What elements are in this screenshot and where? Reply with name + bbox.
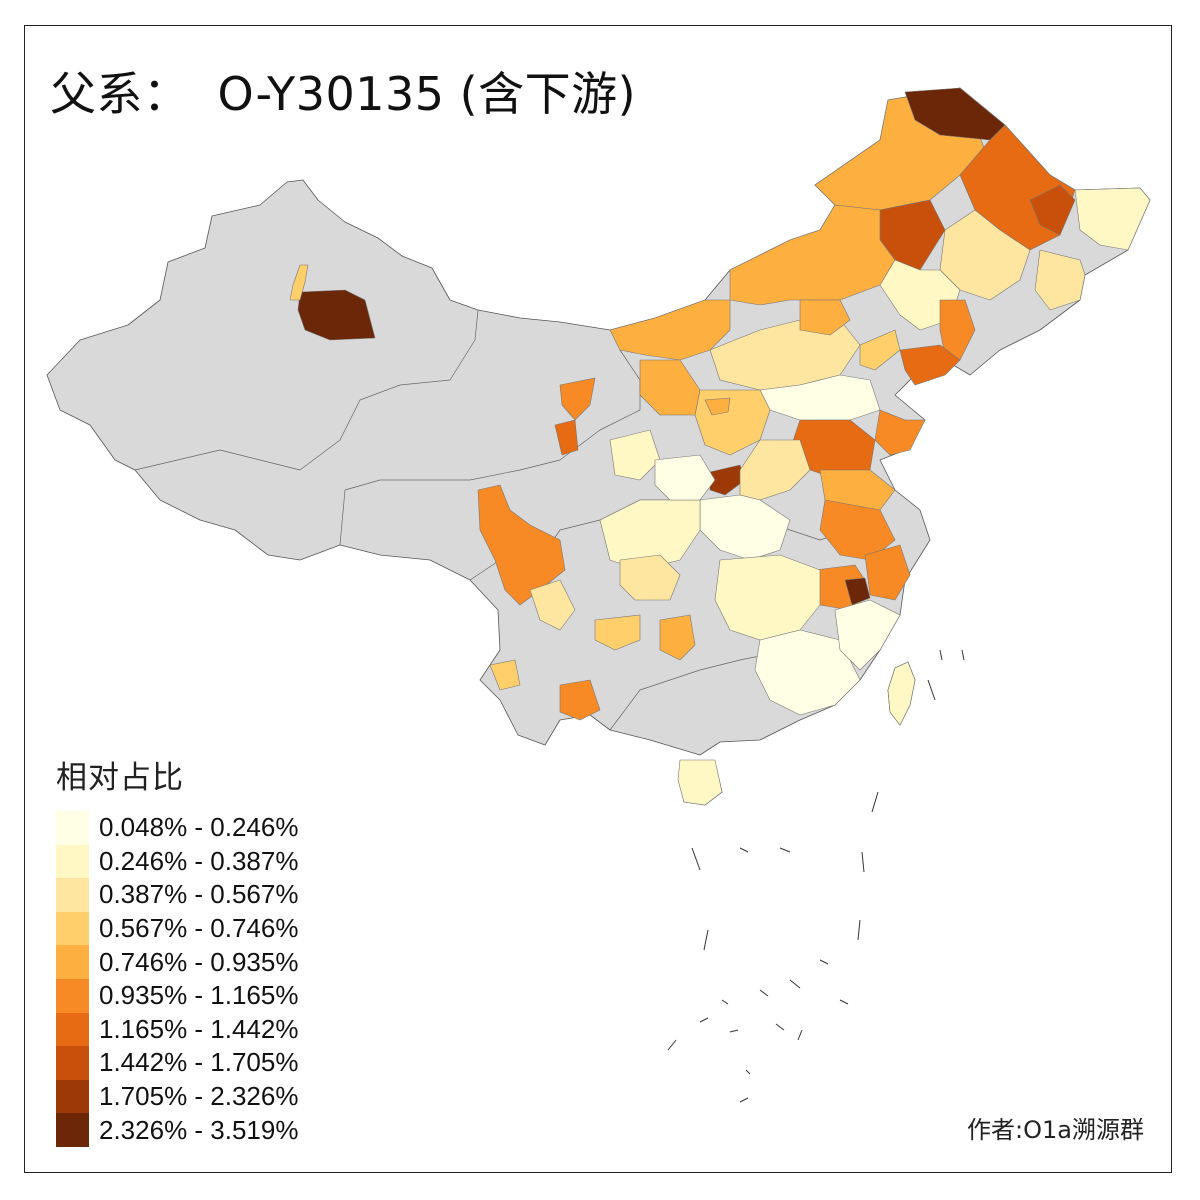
region-shape: [899, 344, 961, 386]
legend-item: 0.935% - 1.165%: [56, 978, 299, 1013]
title-prefix: 父系：: [50, 67, 190, 121]
legend-item: 1.705% - 2.326%: [56, 1079, 299, 1114]
island-mark: [797, 1029, 803, 1041]
legend-label: 0.935% - 1.165%: [99, 980, 299, 1011]
choropleth-regions: [289, 87, 1151, 806]
legend-swatch: [56, 1113, 89, 1147]
island-mark: [775, 1023, 785, 1031]
region-shape: [1074, 187, 1151, 251]
region-shape: [677, 759, 723, 806]
region-shape: [704, 397, 731, 416]
legend-swatch: [56, 978, 89, 1013]
legend-swatch: [56, 911, 89, 946]
region-shape: [709, 319, 861, 391]
region-shape: [859, 329, 901, 371]
island-mark: [789, 979, 801, 989]
legend-item: 1.165% - 1.442%: [56, 1012, 299, 1047]
legend-swatch: [56, 945, 89, 979]
island-mark: [699, 1017, 709, 1023]
island-mark: [819, 959, 829, 965]
legend-item: 0.246% - 0.387%: [56, 844, 299, 879]
region-shape: [609, 429, 661, 481]
region-shape: [489, 659, 521, 691]
island-mark: [759, 989, 769, 997]
region-shape: [1029, 184, 1076, 236]
region-shape: [654, 454, 716, 501]
legend-label: 0.048% - 0.246%: [99, 812, 299, 843]
region-shape: [599, 499, 701, 571]
map-frame: [24, 25, 1172, 1173]
region-shape: [529, 579, 576, 631]
island-mark: [739, 1097, 749, 1103]
legend: 相对占比 0.048% - 0.246% 0.246% - 0.387% 0.387…: [56, 752, 298, 1147]
legend-label: 0.746% - 0.935%: [99, 946, 299, 977]
map-title: 父系： O-Y30135 (含下游): [50, 58, 636, 124]
legend-swatch: [56, 1046, 89, 1080]
island-mark: [779, 847, 791, 853]
author-credit: 作者:O1a溯源群: [967, 1116, 1144, 1144]
title-haplogroup: O-Y30135 (含下游): [217, 67, 637, 121]
region-shape: [477, 484, 566, 606]
legend-label: 0.387% - 0.567%: [99, 879, 299, 910]
island-mark: [871, 791, 879, 813]
legend-title: 相对占比: [56, 760, 184, 796]
island-mark: [961, 649, 965, 661]
region-shape: [559, 377, 596, 421]
region-shape: [887, 661, 916, 726]
island-mark: [857, 919, 861, 941]
region-shape: [619, 554, 681, 601]
region-shape: [834, 599, 901, 671]
legend-item: 0.387% - 0.567%: [56, 878, 298, 912]
island-mark: [927, 679, 936, 701]
legend-label: 1.165% - 1.442%: [99, 1013, 299, 1044]
legend-label: 0.567% - 0.746%: [99, 913, 299, 944]
legend-label: 2.326% - 3.519%: [99, 1114, 299, 1145]
legend-label: 1.705% - 2.326%: [99, 1081, 299, 1112]
region-shape: [1034, 249, 1086, 311]
island-mark: [745, 1069, 751, 1075]
region-shape: [594, 614, 641, 651]
region-shape: [559, 679, 601, 721]
region-shape: [739, 439, 811, 501]
offshore-islands: [667, 649, 965, 1103]
island-mark: [691, 847, 701, 871]
region-shape: [754, 629, 861, 716]
region-shape: [289, 264, 309, 301]
island-mark: [861, 851, 865, 873]
island-mark: [729, 1029, 739, 1033]
legend-item: 0.048% - 0.246%: [56, 811, 298, 845]
island-mark: [939, 649, 943, 661]
region-shape: [609, 299, 731, 361]
legend-swatch: [56, 878, 89, 912]
region-shape: [864, 544, 911, 601]
region-shape: [639, 359, 701, 416]
island-mark: [703, 929, 709, 951]
region-shape: [297, 289, 376, 341]
island-mark: [667, 1039, 677, 1051]
legend-swatch: [56, 811, 89, 845]
legend-rows: 0.048% - 0.246% 0.246% - 0.387% 0.387% - 0…: [56, 811, 298, 1147]
legend-item: 1.442% - 1.705%: [56, 1046, 298, 1080]
region-shape: [844, 577, 871, 606]
region-shape: [699, 494, 791, 561]
region-shape: [659, 614, 696, 661]
island-mark: [721, 999, 729, 1005]
island-mark: [839, 999, 849, 1005]
region-shape: [554, 419, 579, 456]
legend-swatch: [56, 1079, 89, 1114]
legend-item: 0.746% - 0.935%: [56, 945, 298, 979]
legend-label: 1.442% - 1.705%: [99, 1047, 299, 1078]
legend-label: 0.246% - 0.387%: [99, 845, 299, 876]
island-mark: [739, 847, 749, 853]
region-shape: [799, 299, 851, 336]
legend-swatch: [56, 844, 89, 879]
legend-item: 0.567% - 0.746%: [56, 911, 299, 946]
legend-item: 2.326% - 3.519%: [56, 1113, 298, 1147]
legend-swatch: [56, 1012, 89, 1047]
